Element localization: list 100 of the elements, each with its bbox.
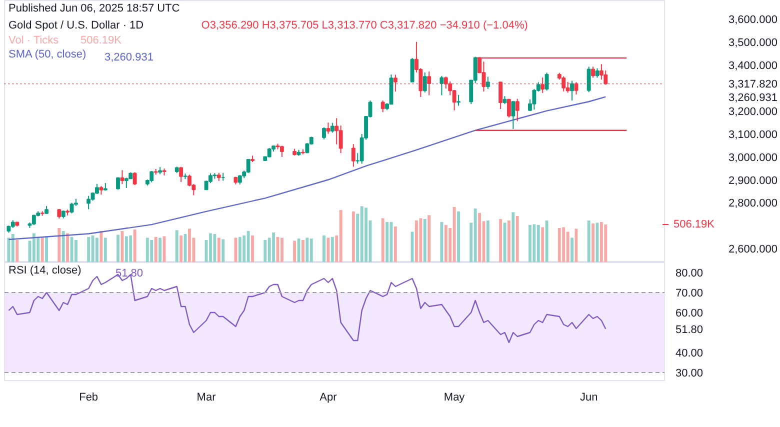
bar [536,224,540,262]
bar [91,235,94,262]
bar [242,235,246,262]
candlestick [334,118,339,145]
text: SMA (50, close) [8,48,86,60]
bar [66,233,70,262]
y-tick-label: 3,000.000 [728,152,778,164]
candlestick [338,125,343,154]
candlestick [116,176,120,190]
y-tick-label: 3,600.000 [728,14,778,26]
bar [516,216,519,262]
bar [96,238,98,262]
bar [100,230,103,262]
bar [146,238,149,262]
bar [234,238,238,262]
bar [150,240,154,262]
bar [264,240,267,262]
bar [238,236,242,262]
bar [158,238,162,262]
bar [486,220,490,262]
bar [251,235,254,262]
bar [440,222,444,262]
y-tick-label: 60.00 [676,308,704,320]
bar [512,212,515,262]
bar [120,230,124,262]
bar [574,228,578,262]
candlestick [86,195,91,210]
candlestick [246,158,250,174]
bar [16,240,19,262]
bar [528,224,532,262]
bar [7,238,10,262]
y-tick-label: 30.00 [676,368,704,380]
annotation: 51.80 [116,268,144,280]
x-tick-label: Feb [79,392,98,404]
candlestick [351,144,356,168]
bar [364,208,368,262]
candlestick [57,208,62,220]
bar [507,220,510,262]
candlestick [70,202,74,214]
candlestick [486,76,490,90]
bar [339,210,342,262]
y-tick-label: 3,317.820 [728,78,778,91]
bar [570,238,574,262]
bar [293,240,296,262]
x-tick-label: Apr [320,392,338,404]
bar [209,233,212,262]
candlestick [410,57,414,83]
y-tick-label: 70.00 [676,288,704,300]
candlestick [456,94,460,106]
x-tick-label: Jun [580,392,598,404]
y-tick-label: 3,500.000 [728,36,778,49]
candlestick [570,80,574,101]
bar [474,208,477,262]
candlestick [326,122,330,134]
bar [154,236,158,262]
bar [217,238,220,262]
bar [310,238,313,262]
text: Gold Spot / U.S. Dollar · 1D [8,20,144,32]
candlestick [586,66,591,93]
bar [213,234,216,262]
candlestick [238,174,242,185]
candlestick [150,170,154,183]
bar [188,228,191,262]
bar [222,239,225,262]
candlestick [532,88,536,110]
candlestick [280,145,284,158]
bar [116,234,120,262]
bar [532,224,536,262]
candlestick [544,72,549,92]
y-tick-label: 2,800.000 [728,198,778,210]
bar [360,206,364,262]
x-tick-label: May [444,392,466,404]
candlestick [267,148,272,158]
bar [175,230,178,262]
bar [330,236,334,262]
candlestick [599,64,604,80]
candlestick [322,126,326,140]
bar [272,232,276,262]
chart-title: RSI (14, close) [8,264,82,276]
bar [58,228,61,262]
y-tick-label: 80.00 [676,268,704,280]
bar [129,235,132,262]
annotation: 506.19K [80,34,122,46]
bar [104,238,107,262]
bar [600,222,603,262]
bar [452,206,456,262]
bar [381,218,384,262]
bar [124,236,128,262]
bar [541,227,544,262]
y-tick-label: 51.80 [676,324,704,336]
bar [415,220,418,262]
bar [87,236,90,262]
y-tick-label: 3,400.000 [728,60,778,72]
bar [302,240,304,262]
bar [386,222,389,262]
annotation: O3,356.290 H3,375.705 L3,313.770 C3,317.820 −34.910 (−1.04%) [201,20,528,32]
candlestick [179,166,184,183]
bar [428,215,431,262]
y-tick-label: 3,100.000 [728,128,778,141]
candlestick [120,170,124,185]
